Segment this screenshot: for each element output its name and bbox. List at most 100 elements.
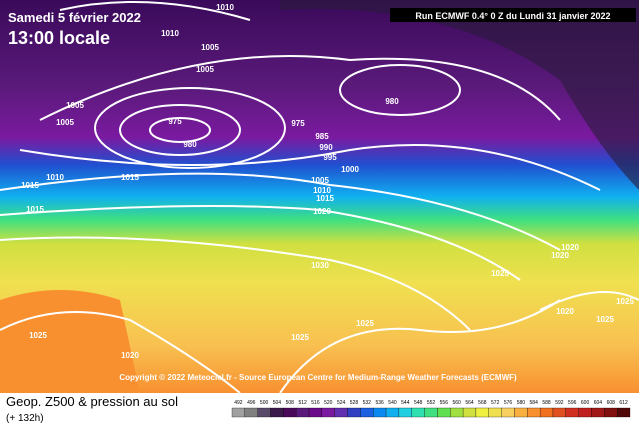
- scale-label: 544: [401, 400, 410, 406]
- scale-swatch: [475, 407, 489, 418]
- isobar-label: 1005: [311, 176, 329, 185]
- scale-swatch: [450, 407, 464, 418]
- scale-swatch: [321, 407, 335, 418]
- isobar-label: 1030: [311, 261, 329, 270]
- isobar-label: 1010: [216, 3, 234, 12]
- scale-swatch: [462, 407, 477, 418]
- scale-swatch: [617, 407, 631, 418]
- isobar-label: 1015: [26, 205, 44, 214]
- scale-swatch: [539, 407, 554, 418]
- scale-label: 608: [607, 400, 616, 406]
- scale-swatch: [437, 407, 451, 418]
- scale-label: 536: [375, 400, 384, 406]
- isobar-label: 1015: [316, 194, 334, 203]
- isobar-label: 1010: [46, 173, 64, 182]
- scale-label: 492: [234, 400, 243, 406]
- scale-label: 520: [324, 400, 333, 406]
- isobar-label: 995: [323, 153, 337, 162]
- scale-swatch: [385, 407, 400, 418]
- scale-label: 560: [453, 400, 462, 406]
- scale-swatch: [488, 407, 502, 418]
- isobar-label: 1020: [561, 243, 579, 252]
- isobar-label: 1010: [313, 186, 331, 195]
- scale-swatch: [283, 407, 297, 418]
- scale-label: 576: [504, 400, 513, 406]
- scale-swatch: [527, 407, 541, 418]
- isobar-label: 1025: [596, 315, 614, 324]
- isobar-label: 1015: [121, 173, 139, 182]
- scale-swatch: [604, 407, 618, 418]
- isobar-label: 1015: [21, 181, 39, 190]
- isobar-label: 1025: [291, 333, 309, 342]
- run-info: Run ECMWF 0.4° 0 Z du Lundi 31 janvier 2…: [415, 11, 610, 21]
- legend-title: Geop. Z500 & pression au sol: [6, 394, 178, 409]
- isobar-label: 985: [315, 132, 329, 141]
- scale-label: 496: [247, 400, 256, 406]
- scale-swatch: [296, 407, 310, 418]
- isobar-label: 980: [385, 97, 399, 106]
- scale-swatch: [308, 407, 323, 418]
- scale-swatch: [270, 407, 284, 418]
- scale-label: 528: [350, 400, 359, 406]
- scale-label: 612: [619, 400, 628, 406]
- isobar-label: 1005: [56, 118, 74, 127]
- isobar-label: 1000: [341, 165, 359, 174]
- scale-label: 588: [542, 400, 551, 406]
- scale-label: 580: [517, 400, 526, 406]
- isobar-label: 975: [168, 117, 182, 126]
- forecast-date: Samedi 5 février 2022: [8, 10, 141, 25]
- scale-swatch: [501, 407, 515, 418]
- isobars: [0, 1, 639, 394]
- scale-label: 540: [388, 400, 397, 406]
- scale-swatch: [373, 407, 387, 418]
- scale-label: 508: [286, 400, 295, 406]
- forecast-time: 13:00 locale: [8, 28, 110, 48]
- scale-swatch: [514, 407, 528, 418]
- scale-swatch: [257, 407, 271, 418]
- isobar-label: 1025: [491, 269, 509, 278]
- isobar-label: 1025: [616, 297, 634, 306]
- isobar-label: 1020: [313, 207, 331, 216]
- scale-swatch: [552, 407, 566, 418]
- scale-label: 568: [478, 400, 487, 406]
- isobar-label: 1025: [29, 331, 47, 340]
- scale-label: 532: [363, 400, 372, 406]
- isobar-label: 990: [319, 143, 333, 152]
- isobar-label: 975: [291, 119, 305, 128]
- isobar-label: 1010: [161, 29, 179, 38]
- scale-label: 596: [568, 400, 577, 406]
- cold-area: [280, 0, 639, 190]
- scale-swatch: [231, 407, 245, 418]
- isobar-label: 980: [183, 140, 197, 149]
- scale-label: 512: [298, 400, 307, 406]
- scale-label: 500: [260, 400, 269, 406]
- scale-label: 600: [581, 400, 590, 406]
- scale-label: 564: [465, 400, 474, 406]
- scale-label: 604: [594, 400, 603, 406]
- isobar-label: 1005: [66, 101, 84, 110]
- scale-swatch: [565, 407, 579, 418]
- scale-label: 556: [440, 400, 449, 406]
- scale-swatch: [578, 407, 592, 418]
- scale-swatch: [591, 407, 605, 418]
- copyright: Copyright © 2022 Meteociel.fr - Source E…: [119, 373, 517, 382]
- isobar-label: 1025: [356, 319, 374, 328]
- scale-label: 592: [555, 400, 564, 406]
- warm-area: [0, 290, 140, 393]
- scale-label: 552: [427, 400, 436, 406]
- scale-label: 516: [311, 400, 320, 406]
- isobar-label: 1020: [551, 251, 569, 260]
- isobar-label: 1020: [556, 307, 574, 316]
- scale-swatch: [411, 407, 425, 418]
- scale-label: 504: [273, 400, 282, 406]
- scale-label: 572: [491, 400, 500, 406]
- scale-swatch: [347, 407, 361, 418]
- isobar-label: 1020: [121, 351, 139, 360]
- scale-label: 584: [530, 400, 539, 406]
- scale-swatch: [360, 407, 374, 418]
- isobar-label: 1005: [201, 43, 219, 52]
- scale-label: 524: [337, 400, 346, 406]
- isobar-label: 1005: [196, 65, 214, 74]
- scale-swatch: [398, 407, 412, 418]
